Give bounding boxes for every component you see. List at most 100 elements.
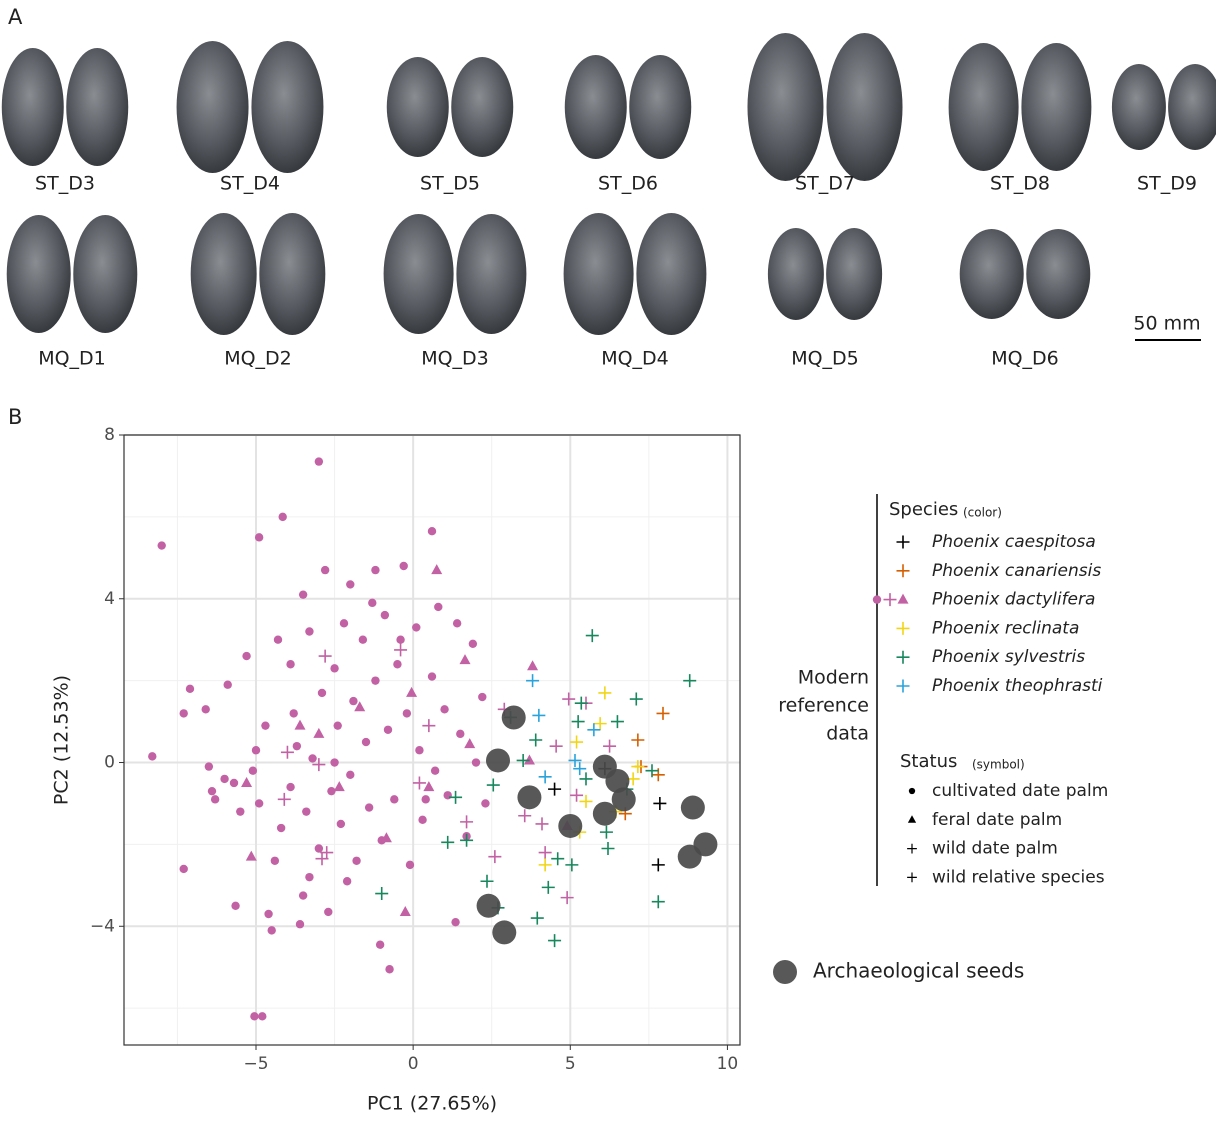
point [538, 846, 552, 860]
point [551, 852, 565, 866]
x-tick-label: 0 [408, 1054, 419, 1074]
seed [767, 228, 824, 320]
seed [251, 41, 324, 173]
point [526, 674, 540, 688]
point [315, 852, 329, 866]
point [418, 815, 427, 825]
seed-photo [190, 213, 326, 335]
legend-note: (symbol) [972, 758, 1025, 772]
point [330, 664, 339, 673]
point [330, 758, 339, 767]
point [412, 623, 421, 632]
seed [564, 55, 627, 159]
seed-label: ST_D8 [990, 173, 1050, 195]
point [371, 565, 380, 575]
legend-title: Species [889, 499, 958, 520]
point [231, 901, 240, 911]
legend-label: cultivated date palm [932, 781, 1108, 801]
point [560, 891, 574, 905]
point [294, 719, 306, 730]
point [568, 753, 582, 767]
point [523, 754, 535, 765]
legend-marker [896, 650, 910, 664]
point [333, 781, 345, 792]
point [677, 844, 702, 869]
point [264, 909, 273, 919]
point [565, 858, 579, 872]
seed-photo [383, 214, 527, 334]
point [592, 801, 617, 826]
scale-label: 50 mm [1133, 313, 1200, 335]
point [573, 762, 587, 776]
point [651, 858, 665, 872]
point [333, 721, 342, 730]
seed-label: MQ_D2 [224, 348, 292, 370]
point [518, 809, 532, 823]
point [598, 686, 612, 700]
seed-photo [386, 57, 514, 157]
point [312, 758, 326, 772]
point [277, 792, 291, 806]
legend-label: Archaeological seeds [813, 959, 1024, 983]
point [295, 920, 305, 929]
point [380, 832, 392, 843]
point [298, 590, 308, 599]
point [464, 738, 476, 749]
point [248, 766, 258, 775]
point [421, 795, 430, 804]
seed-label: MQ_D6 [991, 348, 1059, 370]
seed [629, 55, 692, 159]
point [317, 688, 327, 698]
seed-photo [959, 229, 1091, 319]
point [449, 790, 463, 804]
point [399, 561, 408, 571]
point [385, 965, 394, 974]
point [456, 729, 465, 739]
point [220, 774, 229, 784]
point [368, 598, 377, 608]
point [179, 709, 188, 718]
seed-label: ST_D3 [35, 173, 95, 195]
legend-label: feral date palm [932, 810, 1062, 830]
point [405, 860, 415, 870]
seed [386, 57, 449, 157]
point [242, 651, 251, 661]
point [415, 746, 424, 755]
point [527, 660, 539, 671]
point [375, 887, 389, 901]
point [570, 788, 584, 802]
seed [176, 41, 249, 173]
point [286, 660, 295, 669]
point [587, 723, 601, 737]
seed-label: MQ_D3 [421, 348, 489, 370]
point [683, 674, 697, 688]
point [251, 746, 261, 755]
point [451, 917, 460, 927]
point [204, 762, 214, 771]
point [298, 891, 308, 900]
point [406, 686, 418, 697]
point [517, 785, 542, 810]
point [352, 856, 361, 865]
point [468, 639, 478, 648]
legend-marker [908, 787, 916, 795]
seed [190, 213, 257, 335]
legend-marker [872, 595, 882, 604]
point [320, 565, 330, 575]
legend-label: wild relative species [932, 867, 1105, 887]
legend-marker [896, 564, 910, 578]
point [480, 874, 494, 888]
x-tick-label: 5 [565, 1054, 576, 1074]
legend-label: Phoenix theophrasti [932, 676, 1103, 696]
seed-label: ST_D7 [795, 173, 855, 195]
point [402, 709, 412, 718]
point [210, 795, 220, 804]
point [574, 696, 588, 710]
legend-title: Status [900, 751, 957, 772]
point [562, 692, 576, 706]
seed [1111, 64, 1166, 150]
point [460, 833, 474, 847]
point [481, 799, 490, 808]
point [185, 684, 195, 694]
point [339, 619, 349, 628]
